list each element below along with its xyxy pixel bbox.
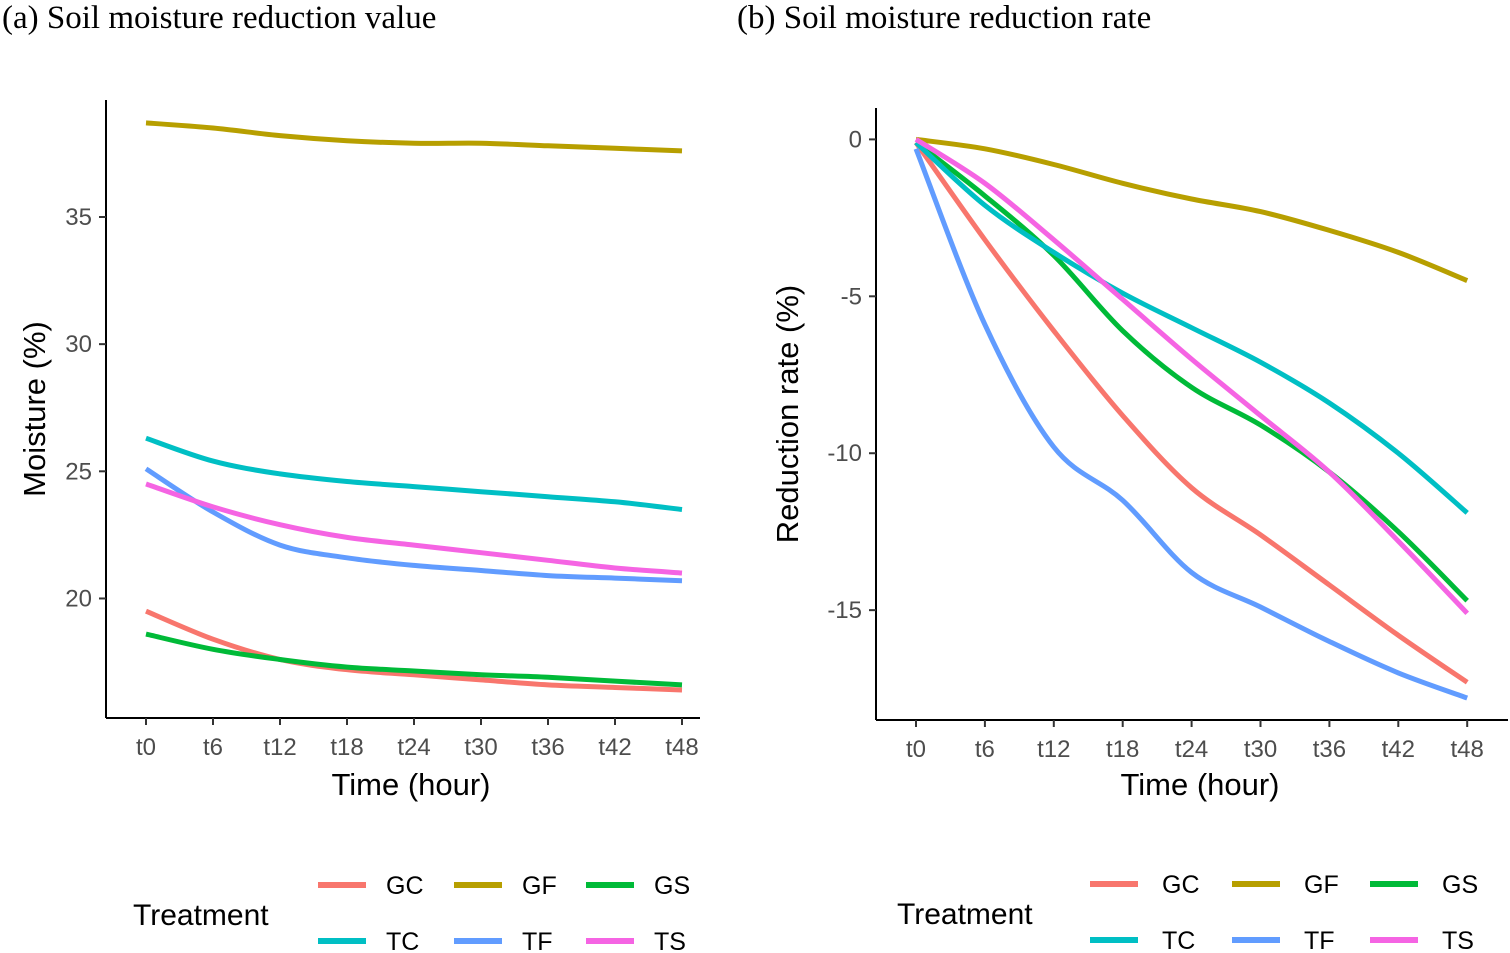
panel-a-series-line-gf <box>145 120 683 154</box>
panel-b-series-line-ts <box>914 137 1470 616</box>
panel-a-series-line-ts <box>145 481 683 576</box>
panel-a-series-line-tc <box>145 435 683 512</box>
panel-a-legend-label-gc: GC <box>386 872 424 900</box>
panel-a-chart: (a) Soil moisture reduction value 20 25 30 3… <box>2 0 700 953</box>
panel-b-legend-label-gs: GS <box>1442 871 1478 899</box>
panel-b-legend-label-gf: GF <box>1304 871 1339 899</box>
panel-b-x-tick-label: t24 <box>1175 736 1208 763</box>
panel-a-series-line-tf <box>144 466 683 584</box>
panel-a-legend-label-gf: GF <box>522 872 557 900</box>
panel-a-legend-label-tc: TC <box>386 928 419 953</box>
panel-b-series-line-gc <box>913 141 1469 685</box>
panel-a-x-axis-title: Time (hour) <box>331 767 490 802</box>
panel-a-y-tick-label: 20 <box>65 585 92 612</box>
panel-b-series-line-gs <box>914 140 1469 603</box>
panel-b-series-line-tc <box>914 140 1469 515</box>
panel-a-x-tick-label: t6 <box>203 734 223 761</box>
panel-a-x-tick-label: t12 <box>263 734 296 761</box>
panel-a-series-line-gs <box>145 631 683 688</box>
panel-a-series-line-gc <box>145 608 683 693</box>
panel-b-x-tick-label: t36 <box>1313 736 1346 763</box>
panel-b-x-tick-label: t42 <box>1382 736 1415 763</box>
panel-b-y-tick-label: 0 <box>849 126 862 153</box>
panel-b-y-tick-label: -10 <box>827 440 862 467</box>
panel-b-legend-label-tf: TF <box>1304 927 1335 953</box>
panel-a-legend-title: Treatment <box>133 899 269 932</box>
panel-b-y-tick-label: -15 <box>827 597 862 624</box>
panel-b-y-axis-title: Reduction rate (%) <box>770 285 805 543</box>
panel-b-legend-label-ts: TS <box>1442 927 1474 953</box>
panel-a-x-tick-label: t30 <box>464 734 497 761</box>
panel-a-y-axis-title: Moisture (%) <box>17 321 52 497</box>
panel-b-legend-label-tc: TC <box>1162 927 1195 953</box>
panel-a-x-tick-label: t36 <box>531 734 564 761</box>
panel-b-x-axis-title: Time (hour) <box>1120 767 1279 802</box>
panel-a-x-tick-label: t42 <box>598 734 631 761</box>
panel-b-series-line-tf <box>913 147 1469 701</box>
panel-b-x-tick-label: t6 <box>975 736 995 763</box>
panel-a-x-tick-label: t18 <box>330 734 363 761</box>
panel-b-x-tick-label: t0 <box>906 736 926 763</box>
panel-a-legend-label-gs: GS <box>654 872 690 900</box>
panel-a-x-tick-label: t48 <box>665 734 698 761</box>
panel-a-title: (a) Soil moisture reduction value <box>2 0 436 36</box>
panel-a-legend-label-tf: TF <box>522 928 553 953</box>
panel-b-x-tick-label: t48 <box>1451 736 1484 763</box>
panel-b-legend-label-gc: GC <box>1162 871 1200 899</box>
panel-a-y-tick-label: 30 <box>65 331 92 358</box>
panel-b-x-tick-label: t18 <box>1106 736 1139 763</box>
panel-b-x-tick-label: t12 <box>1037 736 1070 763</box>
panel-a-y-tick-label: 25 <box>65 458 92 485</box>
panel-a-x-tick-label: t0 <box>136 734 156 761</box>
panel-b-title: (b) Soil moisture reduction rate <box>737 0 1151 36</box>
panel-a-legend-label-ts: TS <box>654 928 686 953</box>
panel-b-legend-title: Treatment <box>897 898 1033 931</box>
panel-b-series-line-gf <box>915 136 1469 283</box>
panel-a-x-tick-label: t24 <box>397 734 430 761</box>
panel-b-chart: (b) Soil moisture reduction rate 0 -5 -10 -1… <box>737 0 1508 953</box>
panel-b-x-tick-label: t30 <box>1244 736 1277 763</box>
panel-b-y-tick-label: -5 <box>841 283 862 310</box>
panel-a-y-tick-label: 35 <box>65 204 92 231</box>
